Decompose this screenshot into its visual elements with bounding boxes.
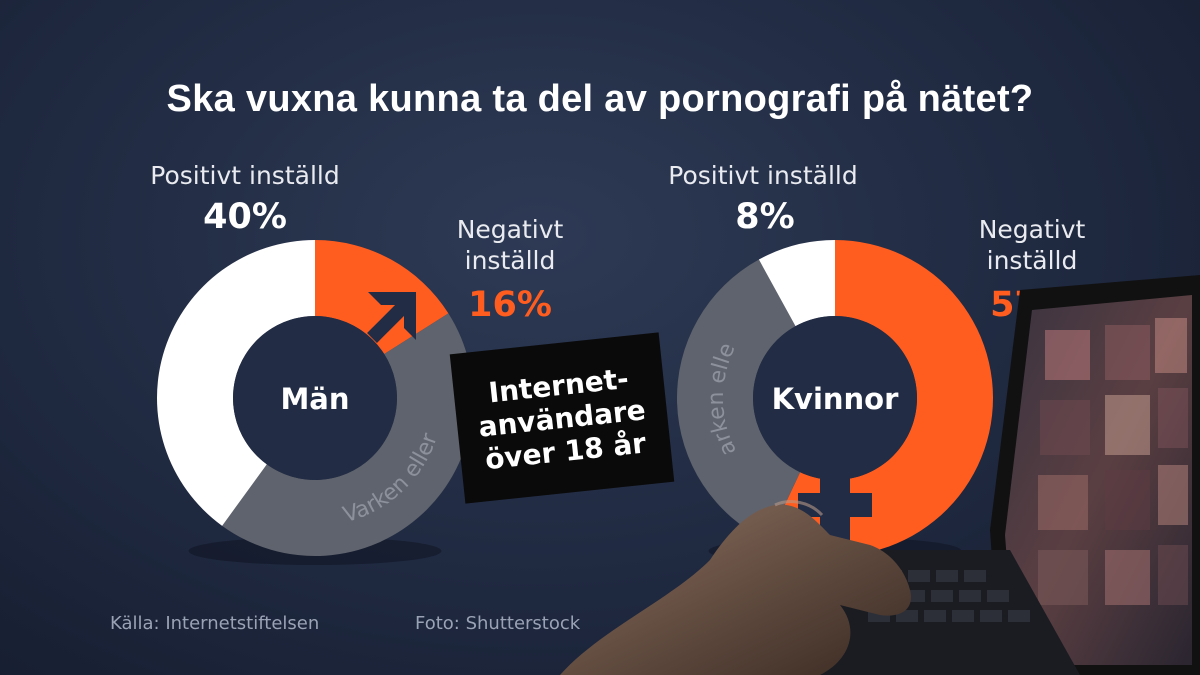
women-slice-negative xyxy=(767,240,994,557)
men-positive-value: 40% xyxy=(203,197,287,237)
women-donut-center xyxy=(753,316,917,480)
photo-credit: Foto: Shutterstock xyxy=(415,613,581,634)
women-negative-label-line1: Negativt xyxy=(978,215,1086,244)
men-positive-label: Positivt inställd xyxy=(150,161,340,190)
men-slice-positive xyxy=(156,240,315,526)
women-center-label: Kvinnor xyxy=(772,382,900,416)
women-positive-label: Positivt inställd xyxy=(668,161,858,190)
men-negative-label: Negativt inställd xyxy=(430,214,590,276)
women-negative-label-line2: inställd xyxy=(986,246,1078,275)
men-center-label: Män xyxy=(280,382,349,416)
women-slice-varken xyxy=(677,259,801,541)
women-slice-positive xyxy=(758,240,835,327)
women-positive-value: 8% xyxy=(735,197,795,237)
audience-badge: Internet- användare över 18 år xyxy=(449,332,675,504)
men-slice-varken xyxy=(222,313,474,556)
source-credit: Källa: Internetstiftelsen xyxy=(110,613,320,634)
chart-title: Ska vuxna kunna ta del av pornografi på … xyxy=(166,78,1034,120)
men-negative-label-line2: inställd xyxy=(464,246,556,275)
men-negative-label-line1: Negativt xyxy=(456,215,564,244)
men-negative-value: 16% xyxy=(468,285,552,325)
women-negative-label: Negativt inställd xyxy=(952,214,1112,276)
male-symbol-icon xyxy=(367,292,416,343)
men-donut-center xyxy=(233,316,397,480)
